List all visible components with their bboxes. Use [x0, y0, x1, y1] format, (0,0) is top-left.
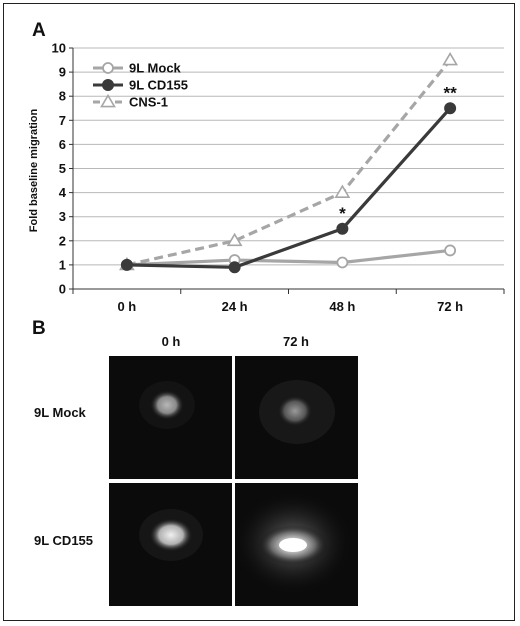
y-axis-label: Fold baseline migration — [28, 108, 40, 232]
data-point-9l-cd155 — [120, 258, 133, 271]
series-lines — [118, 51, 459, 274]
data-point-cns-1 — [442, 51, 459, 66]
micrograph-9l-cd155-72h — [235, 483, 358, 606]
y-tick-label: 6 — [59, 137, 66, 152]
legend-marker-9l-cd155 — [102, 79, 114, 91]
row-label-9l-mock: 9L Mock — [34, 405, 86, 420]
x-tick-label: 48 h — [329, 299, 355, 314]
micrograph-9l-cd155-0h — [109, 483, 232, 606]
data-point-9l-cd155 — [336, 222, 349, 235]
figure-frame — [3, 3, 515, 621]
data-point-cns-1 — [334, 184, 351, 198]
y-tick-label: 8 — [59, 89, 66, 104]
column-label-0h: 0 h — [161, 334, 181, 349]
significance-annotations: *** — [339, 83, 457, 223]
y-tick-label: 5 — [59, 161, 66, 176]
x-tick-label: 72 h — [437, 299, 463, 314]
y-tick-label: 2 — [59, 233, 66, 248]
micrograph-9l-mock-0h — [109, 356, 232, 479]
panel-b-letter: B — [32, 318, 46, 339]
panel-a-letter: A — [32, 20, 46, 41]
y-tick-label: 4 — [59, 185, 67, 200]
column-label-72h: 72 h — [282, 334, 309, 349]
legend-marker-9l-mock — [102, 62, 114, 74]
micrograph-9l-mock-72h — [235, 356, 358, 479]
x-tick-label: 0 h — [117, 299, 136, 314]
row-label-9l-cd155: 9L CD155 — [34, 533, 94, 548]
y-tick-label: 9 — [59, 65, 66, 80]
chart-legend: 9L Mock 9L CD155 CNS-1 — [93, 61, 188, 110]
significance-marker: ** — [444, 83, 458, 102]
data-point-cns-1 — [226, 232, 243, 247]
y-tick-label: 3 — [59, 209, 66, 224]
data-point-9l-cd155 — [228, 261, 241, 274]
y-tick-label: 7 — [59, 113, 66, 128]
significance-marker: * — [339, 204, 346, 223]
y-tick-label: 0 — [59, 282, 66, 297]
legend-marker-cns-1 — [100, 93, 116, 108]
data-point-9l-cd155 — [444, 102, 457, 115]
x-tick-label: 24 h — [222, 299, 248, 314]
series-line-9l-cd155 — [126, 107, 452, 269]
y-tick-label: 10 — [52, 41, 66, 56]
legend-label-9l-cd155: 9L CD155 — [129, 78, 188, 93]
y-tick-label: 1 — [59, 257, 66, 272]
data-point-9l-mock — [336, 256, 349, 269]
legend-label-9l-mock: 9L Mock — [129, 61, 182, 76]
legend-label-cns-1: CNS-1 — [129, 95, 168, 110]
axes: 0 1 2 3 4 5 6 7 8 9 10 0 h 24 h 48 h 72 h — [52, 41, 505, 314]
series-line-cns-1 — [126, 59, 452, 267]
series-line-9l-mock — [126, 248, 451, 267]
data-point-9l-mock — [444, 244, 457, 257]
